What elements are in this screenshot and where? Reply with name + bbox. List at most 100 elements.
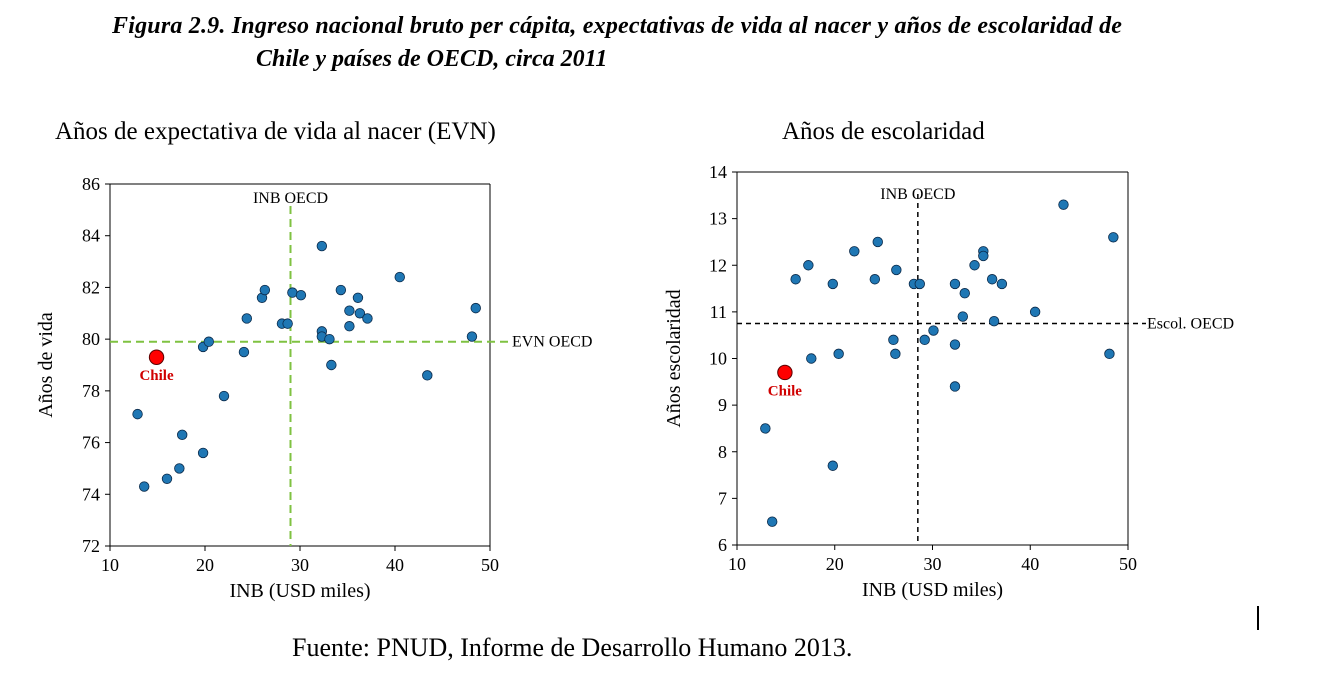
- data-point: [827, 460, 838, 471]
- figure-title: Figura 2.9. Ingreso nacional bruto per c…: [112, 10, 1322, 76]
- figure-source: Fuente: PNUD, Informe de Desarrollo Huma…: [292, 633, 853, 662]
- chile-label: Chile: [768, 383, 803, 399]
- data-point: [1029, 306, 1041, 318]
- data-point: [891, 264, 902, 276]
- reference-label-inb-oecd: INB OECD: [880, 186, 955, 203]
- data-point: [996, 278, 1008, 290]
- chart-title-schooling: Años de escolaridad: [782, 118, 985, 145]
- data-point: [760, 423, 771, 434]
- x-tick-label: 10: [728, 554, 746, 574]
- data-point: [422, 370, 433, 381]
- x-axis-label: INB (USD miles): [862, 579, 1003, 601]
- data-point-chile: [148, 349, 165, 365]
- y-tick-label: 12: [709, 255, 727, 275]
- data-point: [928, 325, 939, 336]
- data-point: [316, 240, 328, 252]
- x-axis-label: INB (USD miles): [229, 580, 370, 602]
- y-tick-label: 9: [718, 395, 727, 415]
- data-point: [394, 271, 405, 283]
- data-point: [914, 278, 925, 290]
- data-point: [295, 289, 307, 301]
- data-point: [176, 429, 188, 441]
- x-tick-label: 50: [1119, 554, 1137, 574]
- data-point: [344, 305, 355, 316]
- data-point: [969, 260, 980, 271]
- reference-label-oecd-average: Escol. OECD: [1147, 316, 1234, 333]
- x-tick-label: 40: [1021, 554, 1039, 574]
- data-point: [470, 302, 481, 314]
- data-point: [218, 390, 230, 402]
- data-point: [241, 313, 253, 324]
- data-point: [959, 288, 970, 299]
- data-point: [326, 359, 337, 371]
- y-axis-label: Años escolaridad: [663, 289, 685, 427]
- data-point: [872, 236, 883, 248]
- y-tick-label: 78: [82, 381, 100, 401]
- data-point: [1058, 199, 1069, 210]
- data-point: [869, 274, 881, 285]
- data-point: [197, 447, 209, 459]
- data-point: [888, 334, 899, 346]
- data-point: [203, 336, 215, 347]
- y-tick-label: 6: [718, 535, 727, 555]
- x-tick-label: 20: [826, 554, 844, 574]
- y-tick-label: 7: [718, 488, 727, 508]
- x-tick-label: 10: [101, 555, 119, 575]
- data-point: [161, 473, 173, 484]
- data-point-chile: [777, 364, 793, 381]
- data-point: [806, 353, 817, 364]
- chart-title-life-expectancy: Años de expectativa de vida al nacer (EV…: [55, 118, 496, 145]
- y-tick-label: 80: [82, 329, 100, 349]
- data-point: [803, 260, 814, 271]
- data-point: [354, 308, 366, 319]
- data-point: [988, 316, 1000, 327]
- y-tick-label: 82: [82, 277, 100, 297]
- y-tick-label: 11: [710, 302, 727, 322]
- data-point: [259, 284, 271, 296]
- reference-label-inb-oecd: INB OECD: [253, 190, 328, 207]
- y-tick-label: 86: [82, 174, 100, 194]
- data-point: [466, 331, 478, 342]
- y-tick-label: 72: [82, 536, 100, 556]
- y-tick-label: 8: [718, 442, 727, 462]
- data-point: [335, 284, 347, 296]
- figure-title-line-2: Chile y países de OECD, circa 2011: [256, 46, 608, 72]
- text-cursor: [1257, 606, 1259, 630]
- data-point: [790, 274, 801, 285]
- y-tick-label: 76: [82, 433, 100, 453]
- data-point: [1104, 348, 1115, 360]
- x-tick-label: 30: [924, 554, 942, 574]
- data-point: [766, 516, 778, 527]
- data-point: [132, 408, 143, 420]
- data-point: [138, 481, 150, 492]
- y-tick-label: 10: [709, 349, 727, 369]
- data-point: [949, 381, 961, 392]
- figure-title-line-1: Figura 2.9. Ingreso nacional bruto per c…: [112, 13, 1123, 39]
- data-point: [919, 334, 930, 346]
- data-point: [978, 250, 989, 262]
- data-point: [957, 311, 969, 322]
- y-tick-label: 74: [82, 484, 100, 504]
- data-point: [949, 339, 961, 350]
- data-point: [238, 346, 250, 358]
- y-axis-label: Años de vida: [35, 312, 57, 418]
- data-point: [352, 292, 364, 303]
- chile-label: Chile: [139, 368, 174, 384]
- x-tick-label: 50: [481, 555, 499, 575]
- data-point: [324, 333, 335, 345]
- data-point: [827, 278, 838, 290]
- data-point: [174, 463, 185, 474]
- x-tick-label: 30: [291, 555, 309, 575]
- y-tick-label: 84: [82, 226, 100, 246]
- data-point: [890, 348, 901, 360]
- x-tick-label: 40: [386, 555, 404, 575]
- x-tick-label: 20: [196, 555, 214, 575]
- data-point: [1108, 232, 1119, 243]
- data-point: [362, 313, 373, 324]
- data-point: [986, 274, 998, 285]
- reference-label-oecd-average: EVN OECD: [512, 334, 592, 351]
- data-point: [344, 321, 355, 332]
- y-tick-label: 14: [709, 162, 727, 182]
